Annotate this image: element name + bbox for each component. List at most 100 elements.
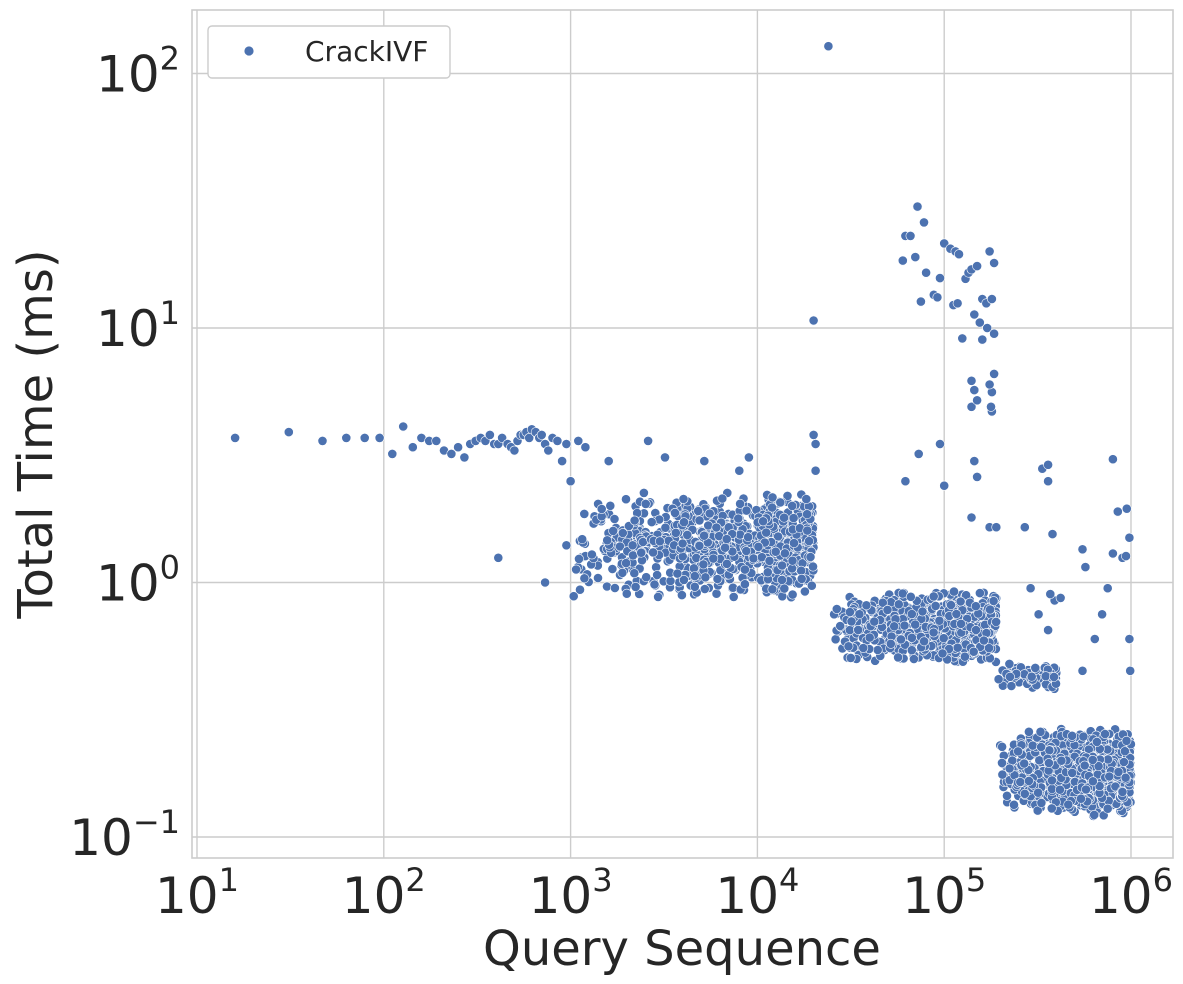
- data-point: [810, 439, 821, 449]
- data-point: [767, 502, 777, 513]
- data-point: [641, 572, 652, 583]
- data-point: [957, 333, 968, 344]
- data-point: [869, 616, 880, 627]
- data-point: [762, 567, 773, 578]
- data-point: [699, 530, 709, 541]
- data-point: [846, 616, 857, 627]
- data-point: [693, 506, 704, 516]
- data-point: [573, 435, 584, 446]
- data-point: [899, 620, 910, 631]
- data-point: [660, 452, 670, 463]
- data-point: [938, 633, 949, 644]
- data-point: [712, 574, 723, 584]
- data-point: [453, 442, 463, 453]
- data-point: [317, 435, 328, 446]
- data-point: [565, 476, 576, 487]
- data-point: [704, 508, 715, 519]
- data-point: [951, 609, 962, 619]
- data-point: [733, 513, 744, 524]
- data-point: [1043, 476, 1053, 487]
- data-point: [896, 634, 906, 645]
- data-point: [1046, 803, 1057, 814]
- data-point: [853, 625, 864, 635]
- data-point: [630, 582, 641, 592]
- data-point: [740, 564, 750, 575]
- data-point: [1120, 772, 1131, 783]
- data-point: [1121, 503, 1132, 514]
- data-point: [928, 627, 939, 638]
- data-point: [905, 230, 916, 241]
- data-point: [845, 653, 856, 663]
- data-point: [610, 583, 620, 593]
- data-point: [952, 298, 963, 309]
- data-point: [1024, 776, 1034, 786]
- data-point: [1088, 776, 1098, 787]
- data-point: [717, 493, 728, 504]
- data-point: [728, 592, 739, 602]
- data-point: [905, 591, 916, 602]
- data-point: [617, 528, 628, 538]
- data-point: [1045, 589, 1056, 599]
- data-point: [949, 586, 959, 597]
- data-point: [1055, 593, 1066, 603]
- data-point: [459, 452, 470, 463]
- data-point: [1094, 781, 1105, 791]
- data-point: [916, 296, 926, 307]
- data-point: [893, 599, 904, 610]
- plot-background: [192, 10, 1173, 858]
- data-point: [801, 494, 812, 504]
- data-point: [864, 632, 875, 643]
- data-point: [966, 512, 977, 523]
- data-point: [968, 646, 979, 657]
- data-point: [935, 273, 945, 283]
- data-point: [735, 498, 745, 509]
- data-point: [1049, 672, 1059, 682]
- data-point: [1119, 757, 1129, 767]
- data-point: [1124, 532, 1135, 543]
- data-point: [975, 588, 985, 598]
- data-point: [989, 368, 999, 379]
- data-point: [571, 564, 581, 575]
- data-point: [1121, 735, 1132, 746]
- data-point: [741, 546, 752, 556]
- data-point: [889, 621, 900, 632]
- data-point: [677, 590, 687, 600]
- x-axis-label: Query Sequence: [483, 921, 881, 977]
- data-point: [678, 494, 689, 504]
- grid-lines: [192, 10, 1173, 858]
- data-point: [636, 547, 647, 558]
- data-point: [1063, 799, 1074, 810]
- data-point: [603, 456, 614, 466]
- data-point: [608, 526, 619, 536]
- data-point: [744, 452, 754, 463]
- data-point: [1117, 787, 1128, 797]
- data-point: [1089, 634, 1100, 644]
- data-point: [580, 442, 591, 453]
- data-point: [682, 530, 693, 540]
- data-point: [740, 579, 750, 590]
- data-point: [966, 375, 977, 386]
- data-point: [1121, 551, 1131, 561]
- data-point: [974, 317, 985, 328]
- x-tick-label: 101: [155, 861, 239, 925]
- data-point: [982, 323, 993, 333]
- data-point: [407, 442, 418, 453]
- data-point: [987, 294, 997, 304]
- plot-frame: [191, 9, 1174, 859]
- data-point: [1120, 746, 1130, 757]
- data-point: [845, 625, 855, 635]
- data-point: [341, 432, 352, 443]
- data-point: [446, 448, 457, 459]
- data-point: [493, 552, 504, 563]
- data-point: [939, 238, 950, 249]
- y-tick-label: 100: [96, 549, 180, 613]
- data-point: [579, 573, 590, 584]
- data-point: [1030, 663, 1041, 673]
- data-point: [699, 456, 710, 466]
- legend: CrackIVF: [207, 25, 451, 79]
- data-point: [596, 504, 607, 514]
- data-point: [484, 429, 495, 440]
- data-point: [699, 584, 710, 594]
- data-point: [930, 601, 941, 611]
